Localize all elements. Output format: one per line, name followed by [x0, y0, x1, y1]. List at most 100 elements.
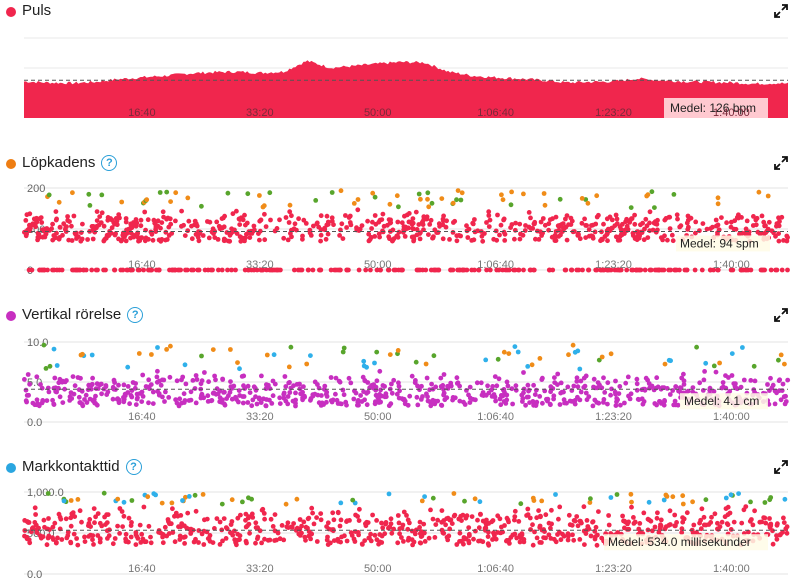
data-point	[87, 396, 93, 402]
panel-title: Puls	[22, 2, 52, 19]
data-point	[216, 267, 221, 273]
data-point	[601, 400, 606, 405]
data-point	[562, 267, 568, 273]
outlier-point	[341, 345, 347, 351]
data-point	[415, 402, 421, 408]
data-point	[728, 527, 734, 532]
data-point	[93, 267, 99, 273]
data-point	[571, 537, 577, 543]
data-point	[774, 267, 780, 273]
expand-icon[interactable]	[774, 156, 788, 170]
data-point	[363, 267, 369, 273]
data-point	[57, 225, 63, 230]
data-point	[728, 219, 734, 225]
data-point	[166, 531, 172, 536]
data-point	[137, 522, 143, 528]
data-point	[275, 530, 281, 536]
data-point	[241, 383, 246, 389]
data-point	[212, 373, 218, 379]
data-point	[667, 522, 673, 527]
expand-icon[interactable]	[774, 460, 788, 474]
data-point	[90, 537, 95, 543]
data-point	[31, 216, 37, 222]
x-tick-label: 1:40:00	[713, 259, 750, 271]
data-point	[362, 378, 368, 384]
data-point	[634, 376, 640, 382]
data-point	[395, 513, 401, 518]
series-color-dot	[6, 463, 16, 473]
outlier-point	[159, 500, 165, 506]
data-point	[207, 219, 213, 225]
data-point	[142, 238, 148, 244]
data-point	[270, 393, 276, 399]
series-color-dot	[6, 159, 16, 169]
outlier-point	[646, 499, 652, 505]
data-point	[395, 219, 401, 225]
data-point	[421, 521, 427, 527]
data-point	[435, 398, 441, 404]
data-point	[454, 381, 460, 386]
outlier-point	[210, 347, 216, 352]
data-point	[519, 532, 525, 538]
outlier-point	[169, 500, 175, 506]
expand-icon[interactable]	[774, 308, 788, 322]
data-point	[426, 535, 432, 541]
data-point	[251, 223, 257, 229]
outlier-point	[431, 353, 437, 359]
data-point	[116, 382, 121, 388]
data-point	[409, 220, 414, 226]
data-point	[730, 267, 736, 273]
data-point	[577, 537, 583, 542]
data-point	[108, 230, 114, 236]
data-point	[79, 519, 84, 525]
data-point	[684, 267, 690, 273]
data-point	[748, 378, 754, 383]
data-point	[592, 536, 598, 542]
data-point	[495, 212, 500, 218]
outlier-point	[501, 349, 507, 355]
data-point	[196, 540, 201, 545]
data-point	[591, 384, 596, 390]
data-point	[538, 514, 543, 520]
data-point	[592, 229, 598, 235]
data-point	[220, 538, 225, 544]
expand-icon[interactable]	[774, 4, 788, 18]
data-point	[750, 522, 756, 528]
data-point	[229, 519, 235, 524]
data-point	[532, 392, 538, 397]
outlier-point	[426, 204, 432, 210]
data-point	[356, 518, 362, 523]
help-circle-icon[interactable]: ?	[101, 155, 118, 171]
data-point	[377, 234, 382, 240]
data-point	[23, 387, 29, 393]
data-point	[190, 267, 196, 273]
data-point	[485, 541, 491, 547]
data-point	[317, 267, 323, 273]
outlier-point	[588, 496, 593, 502]
data-point	[420, 394, 425, 399]
data-point	[291, 521, 296, 526]
data-point	[343, 213, 348, 218]
data-point	[66, 237, 72, 243]
data-point	[435, 517, 441, 523]
data-point	[552, 234, 558, 240]
data-point	[681, 371, 686, 377]
data-point	[246, 267, 252, 273]
data-point	[466, 226, 472, 232]
x-tick-label: 1:23:20	[595, 107, 632, 119]
data-point	[70, 374, 76, 379]
y-tick-label: 10.0	[27, 337, 48, 349]
data-point	[82, 397, 87, 402]
data-point	[471, 536, 476, 542]
data-point	[565, 384, 571, 390]
data-point	[444, 516, 450, 521]
help-circle-icon[interactable]: ?	[127, 307, 144, 323]
help-circle-icon[interactable]: ?	[125, 459, 142, 475]
data-point	[214, 516, 220, 521]
data-point	[620, 221, 625, 227]
outlier-point	[153, 492, 159, 498]
outlier-point	[355, 197, 361, 202]
data-point	[411, 238, 416, 244]
data-point	[564, 213, 570, 218]
data-point	[388, 516, 394, 522]
